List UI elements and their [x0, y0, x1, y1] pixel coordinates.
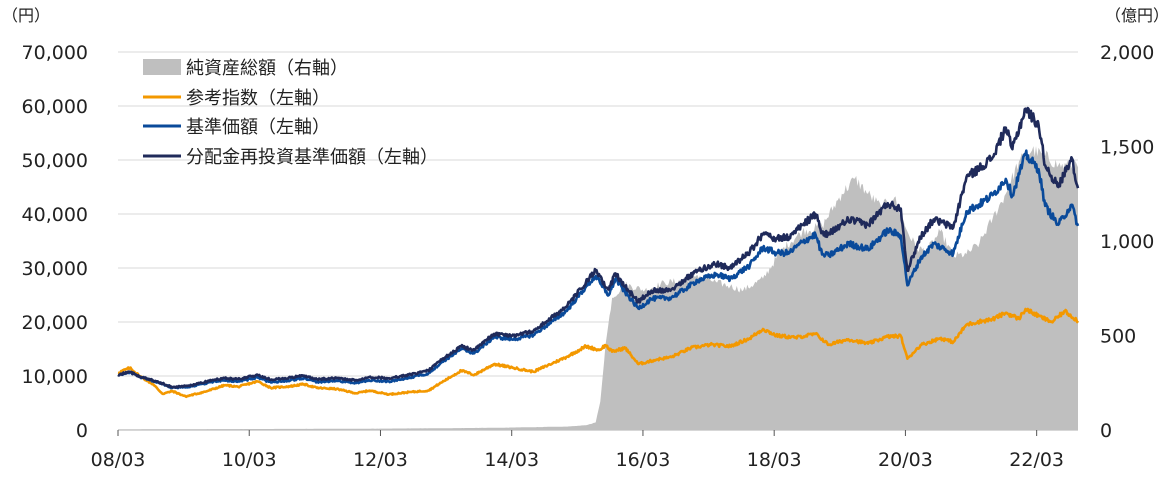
legend-label: 参考指数（左軸） [186, 88, 330, 109]
right-tick-label: 1,000 [1100, 231, 1154, 253]
legend: 純資産総額（右軸） 参考指数（左軸） 基準価額（左軸） 分配金再投資基準価額（左軸） [143, 58, 438, 168]
x-tick-label: 10/03 [222, 449, 277, 471]
right-tick-label: 500 [1100, 326, 1136, 348]
legend-label: 分配金再投資基準価額（左軸） [186, 147, 438, 168]
left-tick-label: 70,000 [22, 42, 88, 64]
x-tick-label: 16/03 [616, 449, 671, 471]
right-axis-unit: （億円） [1105, 6, 1169, 25]
x-tick-label: 20/03 [878, 449, 933, 471]
right-tick-label: 0 [1100, 420, 1112, 442]
line-series-layer [117, 106, 1080, 399]
nav-line [117, 149, 1080, 390]
area-series-layer [118, 146, 1078, 430]
right-tick-label: 2,000 [1100, 42, 1154, 64]
net-assets-area [118, 146, 1078, 430]
left-tick-label: 40,000 [22, 204, 88, 226]
left-tick-label: 0 [76, 420, 88, 442]
left-tick-label: 10,000 [22, 366, 88, 388]
reference-index-line [117, 307, 1080, 399]
left-tick-label: 20,000 [22, 312, 88, 334]
left-tick-label: 50,000 [22, 150, 88, 172]
grid-lines [118, 51, 1078, 377]
left-axis-unit: （円） [2, 6, 50, 25]
legend-label: 純資産総額（右軸） [186, 58, 348, 79]
x-tick-label: 12/03 [353, 449, 408, 471]
axes: 0 10,000 20,000 30,000 40,000 50,000 60,000 70,… [2, 6, 1169, 471]
legend-swatch-area [143, 59, 181, 75]
x-tick-label: 22/03 [1009, 449, 1064, 471]
right-tick-label: 1,500 [1100, 137, 1154, 159]
left-tick-label: 60,000 [22, 96, 88, 118]
reinvested-nav-line [117, 106, 1080, 389]
x-tick-label: 18/03 [747, 449, 802, 471]
left-tick-label: 30,000 [22, 258, 88, 280]
x-tick-label: 08/03 [91, 449, 146, 471]
x-tick-label: 14/03 [484, 449, 539, 471]
legend-label: 基準価額（左軸） [186, 117, 330, 138]
